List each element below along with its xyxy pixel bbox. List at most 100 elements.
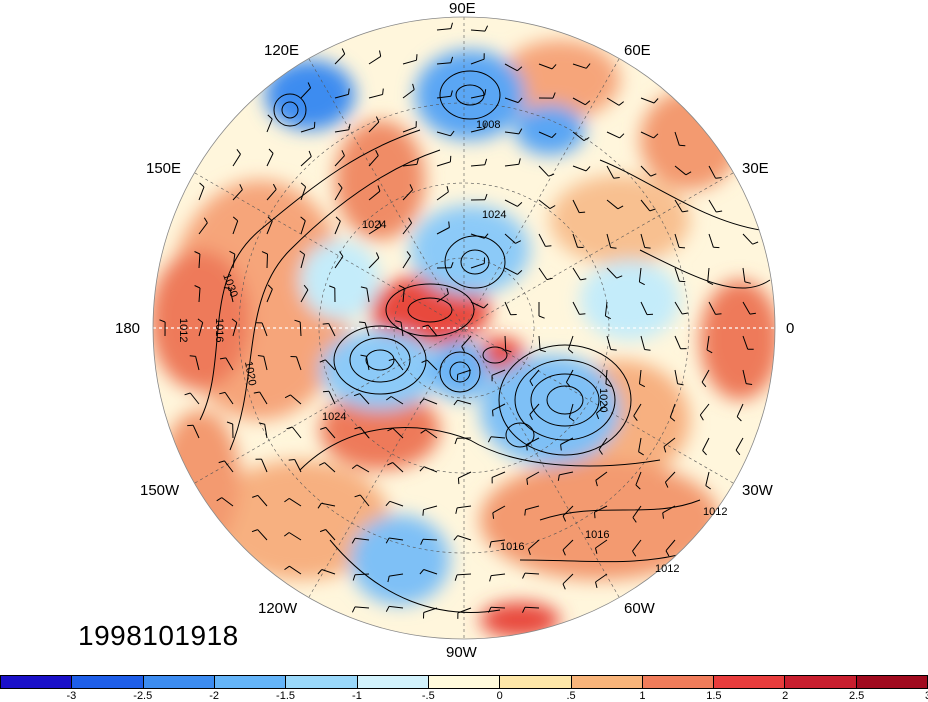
wind-barb: [595, 539, 608, 549]
wind-barb-flag: [516, 66, 523, 72]
wind-barb: [436, 62, 451, 65]
wind-barb-flag: [454, 438, 458, 445]
wind-barb-flag: [351, 537, 356, 544]
wind-barb: [457, 399, 472, 405]
wind-barb-flag: [395, 320, 402, 323]
lon-label-60w: 60W: [624, 600, 655, 617]
wind-barb-flag: [644, 247, 651, 249]
wind-barb: [198, 186, 205, 201]
wind-barb: [640, 165, 652, 177]
wind-barb-flag: [618, 101, 625, 106]
wind-barb: [289, 565, 302, 575]
wind-barb-flag: [388, 358, 395, 361]
wind-barb: [192, 425, 200, 439]
wind-barb-flag: [639, 383, 646, 388]
wind-barb-flag: [194, 251, 201, 255]
wind-barb-flag: [639, 281, 645, 286]
wind-barb-flag: [546, 277, 553, 281]
wind-barb: [195, 356, 200, 371]
wind-barb: [389, 605, 404, 609]
wind-barb: [334, 93, 349, 99]
wind-barb: [402, 288, 405, 303]
wind-barb-flag: [375, 149, 379, 156]
wind-barb: [402, 163, 417, 167]
wind-barb: [638, 267, 642, 282]
wind-barb: [639, 369, 642, 384]
wind-barb: [354, 606, 370, 609]
colorbar-box: [214, 676, 287, 688]
wind-barb-flag: [261, 251, 268, 255]
wind-barb-flag: [420, 429, 426, 434]
wind-barb: [427, 324, 438, 337]
wind-barb: [504, 301, 512, 316]
wind-barb-flag: [746, 383, 753, 385]
wind-barb-flag: [379, 220, 382, 227]
wind-barb-flag: [422, 324, 429, 328]
wind-barb: [423, 505, 438, 511]
wind-barb-flag: [663, 446, 667, 453]
wind-barb: [674, 199, 683, 213]
wind-barb-flag: [283, 532, 290, 537]
wind-barb-flag: [557, 474, 560, 481]
lon-label-150e: 150E: [146, 160, 182, 177]
colorbar-tick-label: .5: [566, 690, 576, 702]
wind-barb-flag: [338, 182, 343, 189]
wind-barb: [470, 233, 485, 239]
wind-barb: [742, 335, 749, 350]
wind-barb: [394, 358, 404, 371]
wind-barb: [567, 335, 574, 350]
wind-barb: [538, 199, 551, 209]
wind-barb-flag: [226, 421, 233, 425]
wind-barb: [289, 497, 302, 507]
wind-barb-flag: [258, 422, 265, 425]
colorbar-ticks: -3 -2.5 -2 -1.5 -1 -.5 0 .5 1 1.5 2 2.5 3: [0, 690, 928, 702]
wind-barb-flag: [653, 98, 659, 104]
wind-barb: [402, 189, 413, 201]
wind-barb: [470, 301, 484, 309]
wind-barb: [560, 437, 574, 445]
wind-barb: [436, 227, 450, 235]
wind-barb-flag: [579, 313, 586, 315]
wind-barb: [426, 359, 438, 371]
wind-barb-flag: [450, 56, 454, 63]
colorbar-box: [642, 676, 715, 688]
wind-barb-flag: [341, 48, 346, 55]
wind-barb: [504, 131, 519, 135]
wind-barb: [198, 253, 201, 269]
wind-barb: [640, 335, 646, 350]
wind-barb: [572, 267, 581, 281]
isobar-label: 1008: [476, 119, 500, 131]
wind-barb-flag: [715, 313, 722, 315]
wind-barb: [568, 403, 574, 418]
lon-label-120e: 120E: [264, 42, 300, 59]
lon-label-60e: 60E: [624, 42, 651, 59]
wind-barb-flag: [359, 321, 366, 324]
wind-barb: [526, 471, 540, 480]
wind-barb-flag: [595, 547, 598, 554]
isobar-contours: [199, 70, 771, 613]
wind-barb: [735, 437, 744, 451]
wind-barb-flag: [551, 132, 557, 138]
wind-barb-flag: [189, 355, 196, 357]
wind-barb: [572, 233, 578, 248]
colorbar-box: [500, 676, 572, 688]
wind-barb-flag: [610, 349, 617, 351]
lon-label-120w: 120W: [258, 600, 298, 617]
wind-barb-flag: [450, 130, 455, 137]
wind-barb: [529, 369, 540, 382]
wind-barb-flag: [699, 414, 704, 421]
wind-barb-flag: [735, 449, 741, 456]
wind-barb: [368, 94, 383, 99]
wind-barb-flag: [701, 381, 707, 388]
wind-barb-flag: [568, 348, 574, 354]
wind-barb-flag: [583, 137, 590, 142]
wind-barb: [606, 199, 619, 210]
wind-barb-flag: [377, 185, 381, 192]
wind-barb: [606, 233, 612, 248]
wind-barb: [436, 161, 451, 167]
wind-barb-flag: [339, 251, 344, 257]
isobar-label: 1016: [213, 318, 225, 342]
wind-barb: [674, 335, 682, 350]
wind-barb-flag: [595, 480, 598, 487]
wind-barb-flag: [382, 88, 384, 95]
